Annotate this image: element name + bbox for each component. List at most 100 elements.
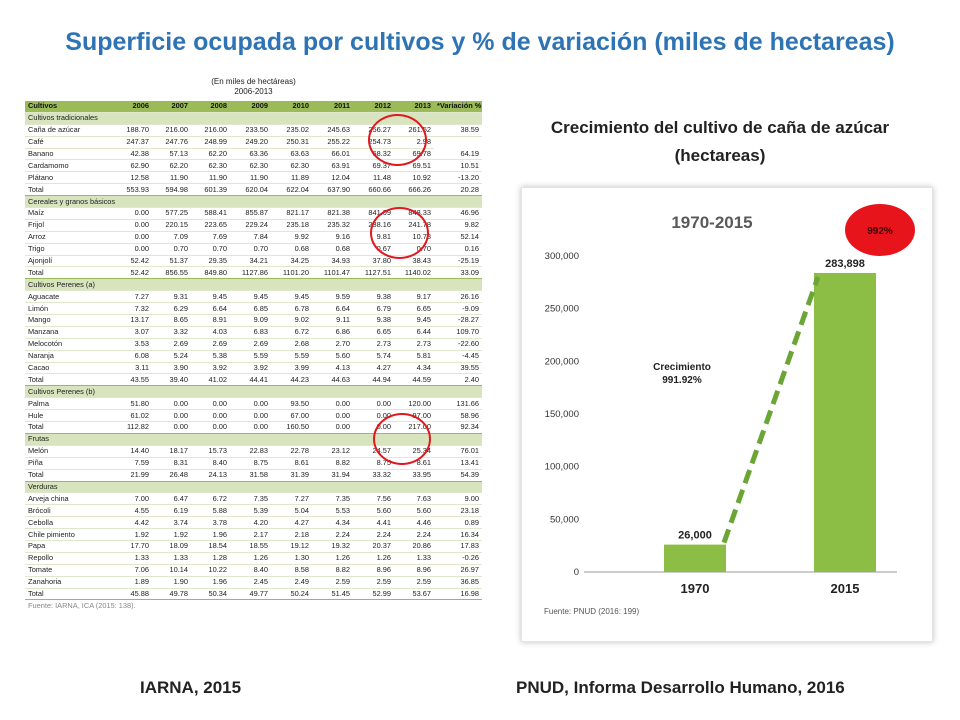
table-cell: 11.89 (271, 171, 312, 185)
chart-title: Crecimiento del cultivo de caña de azúca… (550, 118, 890, 165)
table-cell: 0.00 (230, 409, 271, 423)
table-cell: Mango (25, 314, 117, 327)
table-cell: 9.31 (152, 290, 191, 304)
table-section-row: Verduras (25, 481, 482, 494)
table-section-label: Frutas (25, 433, 482, 446)
table-cell: 1.33 (117, 552, 152, 565)
table-cell: 5.88 (191, 504, 230, 518)
table-cell: 9.82 (434, 219, 482, 232)
table-cell: Ajonjolí (25, 255, 117, 268)
table-cell: 49.77 (230, 588, 271, 601)
table-cell: 5.60 (312, 350, 353, 363)
table-cell: 39.55 (434, 362, 482, 375)
table-cell: 23.18 (434, 504, 482, 518)
table-cell: 7.06 (117, 564, 152, 577)
table-cell: 26.97 (434, 564, 482, 577)
table-cell: Arveja china (25, 492, 117, 506)
table-cell: 637.90 (312, 183, 353, 197)
table-cell: 7.35 (312, 492, 353, 506)
table-cell: 3.11 (117, 362, 152, 375)
table-cell: 8.65 (152, 314, 191, 327)
table-cell: 855.87 (230, 207, 271, 220)
table-cell: 2.24 (353, 528, 394, 541)
table-cell: 33.32 (353, 469, 394, 482)
table-cell: 1.26 (312, 552, 353, 565)
table-cell: 577.25 (152, 207, 191, 220)
table-cell: 4.34 (394, 362, 434, 375)
table-cell: 19.32 (312, 540, 353, 553)
table-cell: Plátano (25, 171, 117, 185)
table-cell: 8.96 (394, 564, 434, 577)
table-cell: 34.25 (271, 255, 312, 268)
table-cell: 63.91 (312, 159, 353, 173)
table-cell: 120.00 (394, 397, 434, 411)
table-cell: 44.63 (312, 373, 353, 387)
table-cell: 2.45 (230, 576, 271, 589)
table-cell: 3.74 (152, 516, 191, 530)
table-cell: 2.24 (312, 528, 353, 541)
table-cell: 10.92 (394, 171, 434, 185)
table-cell: 6.08 (117, 350, 152, 363)
table-cell: 0.68 (271, 243, 312, 256)
table-cell: -25.19 (434, 255, 482, 268)
table-cell: 0.00 (230, 397, 271, 411)
y-tick-label: 50,000 (550, 514, 579, 525)
table-cell: 38.59 (434, 124, 482, 137)
table-cell: 0.00 (117, 207, 152, 220)
table-cell: 1.28 (191, 552, 230, 565)
table-cell: 249.20 (230, 136, 271, 149)
table-row: Limón 7.32 6.29 6.64 6.85 6.78 6.64 6.79 6.65 -9.… (25, 302, 482, 316)
table-cell: 6.64 (191, 302, 230, 316)
table-row: Piña 7.59 8.31 8.40 8.75 8.61 8.82 8.75 8.61 13.4… (25, 457, 482, 470)
table-cell: 1.33 (394, 552, 434, 565)
table-cell: 31.39 (271, 469, 312, 482)
table-cell: 66.01 (312, 148, 353, 161)
table-cell: 8.91 (191, 314, 230, 327)
table-cell: 39.40 (152, 373, 191, 387)
table-cell: 0.00 (152, 409, 191, 423)
table-cell: 131.66 (434, 397, 482, 411)
table-cell: 8.82 (312, 457, 353, 470)
bar-value-label: 26,000 (678, 530, 712, 542)
table-cell: 2.18 (271, 528, 312, 541)
table-cell: 8.75 (353, 457, 394, 470)
table-cell: 92.34 (434, 421, 482, 434)
table-cell: 6.19 (152, 504, 191, 518)
table-row: Chile pimiento 1.92 1.92 1.96 2.17 2.18 2.24 2.… (25, 528, 482, 541)
growth-badge-label: 992% (867, 226, 893, 237)
table-cell: 13.17 (117, 314, 152, 327)
table-cell: 0.68 (312, 243, 353, 256)
table-cell: Repollo (25, 552, 117, 565)
table-cell: 8.96 (353, 564, 394, 577)
table-header-cell: Cultivos (25, 101, 117, 113)
table-cell: 5.60 (394, 504, 434, 518)
table-cell: 2.49 (271, 576, 312, 589)
table-cell: 5.39 (230, 504, 271, 518)
table-cell: 26.48 (152, 469, 191, 482)
table-cell: 4.13 (312, 362, 353, 375)
table-cell: Café (25, 136, 117, 149)
table-source-row: Fuente: IARNA, ICA (2015: 138). (25, 600, 482, 611)
table-cell: 6.72 (271, 326, 312, 339)
table-cell: 235.32 (312, 219, 353, 232)
table-cell: 42.38 (117, 148, 152, 161)
table-header-cell: 2011 (312, 101, 353, 113)
table-cell: 51.37 (152, 255, 191, 268)
table-cell: 6.79 (353, 302, 394, 316)
growth-annotation-label: Crecimiento (653, 362, 711, 373)
table-cell: Aguacate (25, 290, 117, 304)
table-cell: 9.11 (312, 314, 353, 327)
table-cell: Hule (25, 409, 117, 423)
table-cell: 588.41 (191, 207, 230, 220)
y-tick-label: 300,000 (545, 251, 579, 262)
table-cell: 44.94 (353, 373, 394, 387)
table-cell: Total (25, 183, 117, 197)
table-source-note: Fuente: IARNA, ICA (2015: 138). (28, 600, 136, 610)
table-cell: 26.16 (434, 290, 482, 304)
table-section-row: Cereales y granos básicos (25, 195, 482, 209)
table-cell: 11.48 (353, 171, 394, 185)
table-cell: 11.90 (191, 171, 230, 185)
table-cell: -9.09 (434, 302, 482, 316)
table-cell: 245.63 (312, 124, 353, 137)
table-cell: 601.39 (191, 183, 230, 197)
